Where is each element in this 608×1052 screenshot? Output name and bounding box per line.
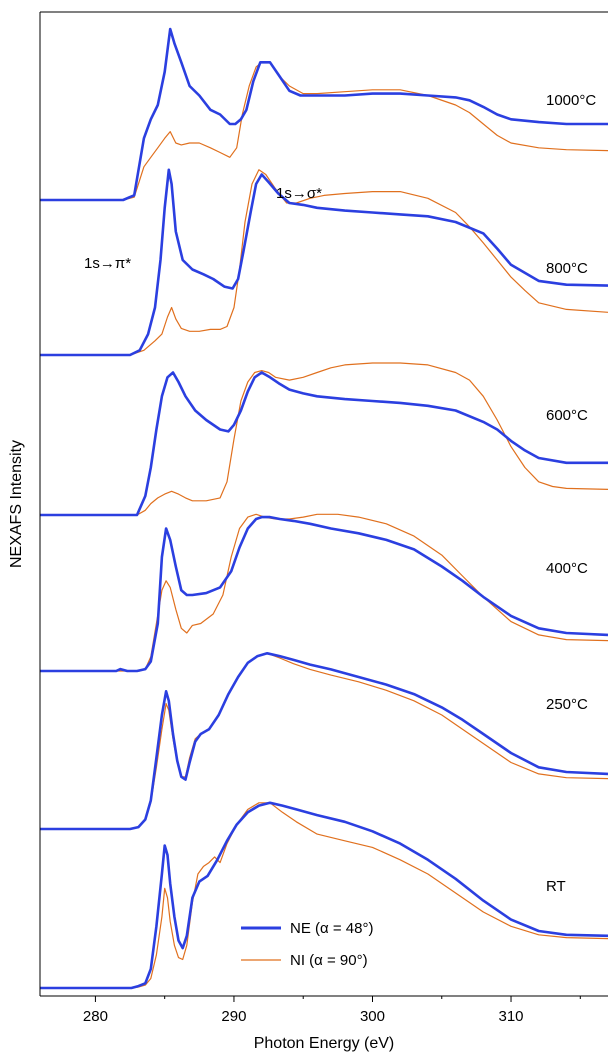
series-400C-NI (40, 513, 608, 672)
y-axis-label: NEXAFS Intensity (8, 440, 25, 568)
legend-label-ni: NI (α = 90°) (290, 952, 368, 969)
series-800C-NE (40, 168, 608, 357)
x-tick-label-300: 300 (360, 1008, 385, 1025)
series-600C-NE (40, 371, 608, 517)
stack-label-1000c: 1000°C (546, 92, 596, 109)
x-tick-label-280: 280 (83, 1008, 108, 1025)
stack-label-400c: 400°C (546, 560, 588, 577)
legend-label-ne: NE (α = 48°) (290, 920, 373, 937)
stack-label-600c: 600°C (546, 407, 588, 424)
series-1000C-NE (40, 27, 608, 202)
x-tick-label-310: 310 (499, 1008, 524, 1025)
legend: NE (α = 48°) NI (α = 90°) (241, 920, 373, 969)
series-RT-NE (40, 801, 608, 990)
x-axis-label: Photon Energy (eV) (254, 1035, 395, 1052)
series-800C-NI (40, 169, 608, 356)
series-250C-NE (40, 652, 608, 831)
curves-layer (40, 27, 608, 990)
annotation-sigma-star: 1s→σ* (276, 185, 322, 202)
series-400C-NE (40, 515, 608, 673)
x-tick-label-290: 290 (221, 1008, 246, 1025)
annotation-pi-star: 1s→π* (84, 255, 131, 272)
series-1000C-NI (40, 61, 608, 201)
stack-label-250c: 250°C (546, 696, 588, 713)
series-250C-NI (40, 652, 608, 830)
x-ticks: 280 290 300 310 (83, 996, 581, 1025)
series-600C-NI (40, 362, 608, 516)
stack-label-800c: 800°C (546, 260, 588, 277)
stack-label-rt: RT (546, 878, 566, 895)
